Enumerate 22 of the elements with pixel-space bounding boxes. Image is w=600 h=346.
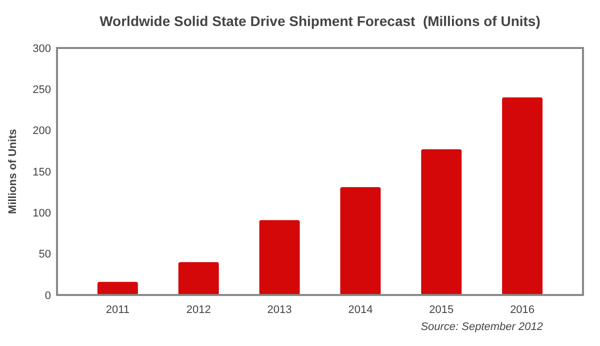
y-tick-label: 250 [32, 84, 51, 96]
y-axis-title: Millions of Units [7, 129, 19, 214]
bar [340, 187, 381, 295]
x-tick-label: 2015 [429, 304, 454, 316]
y-tick-label: 100 [32, 208, 51, 220]
bar [178, 262, 219, 295]
y-tick-label: 200 [32, 125, 51, 138]
bar [97, 282, 138, 295]
x-tick-label: 2013 [267, 304, 292, 316]
x-tick-label: 2012 [186, 304, 211, 316]
y-tick-label: 300 [32, 42, 51, 55]
bar [421, 149, 462, 295]
y-tick-label: 0 [44, 290, 51, 302]
source-note: Source: September 2012 [420, 321, 543, 333]
bar [502, 97, 543, 295]
y-tick-label: 50 [38, 248, 51, 261]
y-tick-label: 150 [32, 166, 51, 178]
x-tick-label: 2014 [348, 304, 373, 316]
chart-title: Worldwide Solid State Drive Shipment Forecast (Millions of Units) [100, 13, 540, 29]
x-tick-label: 2016 [510, 304, 535, 316]
x-tick-label: 2011 [106, 304, 130, 316]
bar [259, 220, 300, 295]
